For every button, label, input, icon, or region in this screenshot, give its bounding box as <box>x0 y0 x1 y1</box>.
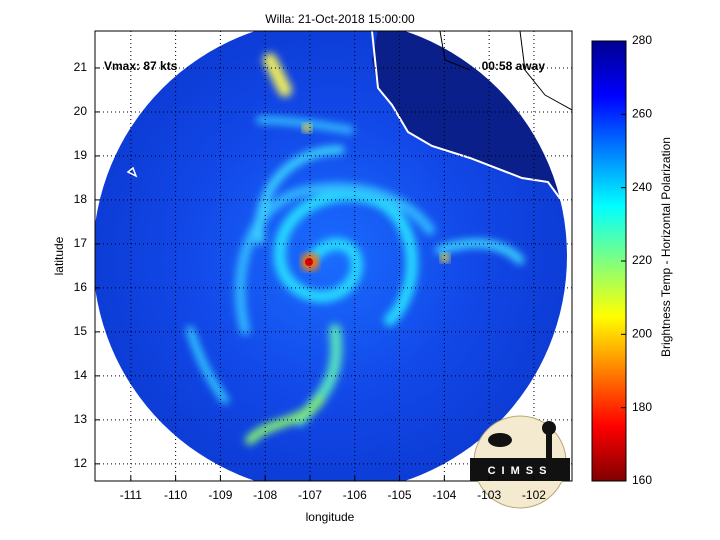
borders <box>372 31 572 111</box>
x-tick-label: -104 <box>432 488 456 502</box>
colorbar-tick-label: 240 <box>632 180 652 194</box>
colorbar-tick-label: 200 <box>632 327 652 341</box>
y-tick-label: 12 <box>74 456 88 470</box>
colorbar-tick-label: 180 <box>632 400 652 414</box>
plot-frame <box>94 30 573 482</box>
colorbar-label: Brightness Temp - Horizontal Polarizatio… <box>659 137 673 357</box>
logo-text: CIMSS <box>488 465 553 477</box>
colorbar-tick-label: 260 <box>632 107 652 121</box>
y-tick-label: 21 <box>74 60 88 74</box>
coastline <box>371 31 572 216</box>
y-tick-label: 14 <box>74 368 88 382</box>
colorbar-tick-label: 280 <box>632 33 652 47</box>
logo: CIMSS <box>470 415 570 509</box>
y-tick-label: 16 <box>74 280 88 294</box>
island <box>126 166 138 178</box>
y-tick-label: 20 <box>74 104 88 118</box>
vmax-annotation: Vmax: 87 kts <box>104 59 178 73</box>
away-annotation: 00:58 away <box>482 59 546 73</box>
x-tick-label: -110 <box>164 488 187 502</box>
y-tick-label: 17 <box>74 236 88 250</box>
x-tick-label: -108 <box>253 488 277 502</box>
eye-core <box>305 258 313 266</box>
y-tick-label: 18 <box>74 192 88 206</box>
y-axis-label: latitude <box>52 236 66 275</box>
x-tick-label: -109 <box>208 488 232 502</box>
grid <box>95 31 572 481</box>
y-tick-label: 19 <box>74 148 88 162</box>
colorbar <box>591 40 627 482</box>
x-tick-label: -102 <box>522 488 546 502</box>
x-tick-label: -105 <box>388 488 412 502</box>
x-tick-label: -107 <box>298 488 322 502</box>
x-axis-label: longitude <box>306 510 355 524</box>
x-tick-label: -111 <box>120 488 143 502</box>
map-area <box>95 31 572 481</box>
colorbar-tick-label: 160 <box>632 473 652 487</box>
x-tick-label: -103 <box>477 488 501 502</box>
y-tick-label: 13 <box>74 412 88 426</box>
title: Willa: 21-Oct-2018 15:00:00 <box>265 12 415 26</box>
colorbar-tick-label: 220 <box>632 253 652 267</box>
y-tick-label: 15 <box>74 324 88 338</box>
x-tick-label: -106 <box>343 488 367 502</box>
